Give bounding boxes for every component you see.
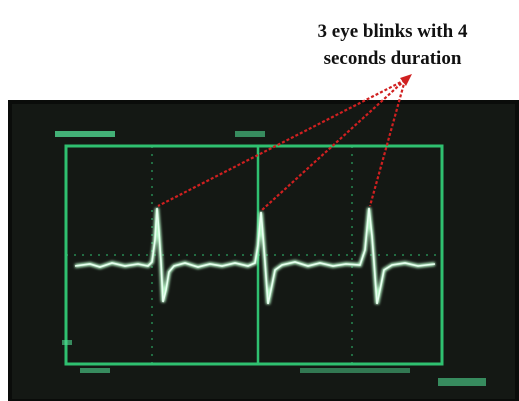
readout-blob	[235, 131, 265, 137]
annotation-line: seconds duration	[323, 48, 462, 69]
arrow-line	[261, 79, 406, 211]
arrow-line	[368, 79, 407, 207]
annotation-line: 3 eye blinks with 4	[317, 21, 468, 42]
readout-blob	[62, 340, 72, 345]
readout-blob	[438, 378, 486, 386]
annotation-text: 3 eye blinks with 4 seconds duration	[270, 18, 515, 72]
signal-trace	[74, 207, 436, 305]
arrow-line	[157, 79, 406, 207]
screen-readouts	[55, 131, 486, 386]
readout-blob	[80, 368, 110, 373]
annotation-arrows	[157, 79, 407, 211]
readout-blob	[55, 131, 115, 137]
arrow-head	[400, 74, 412, 86]
readout-blob	[300, 368, 410, 373]
